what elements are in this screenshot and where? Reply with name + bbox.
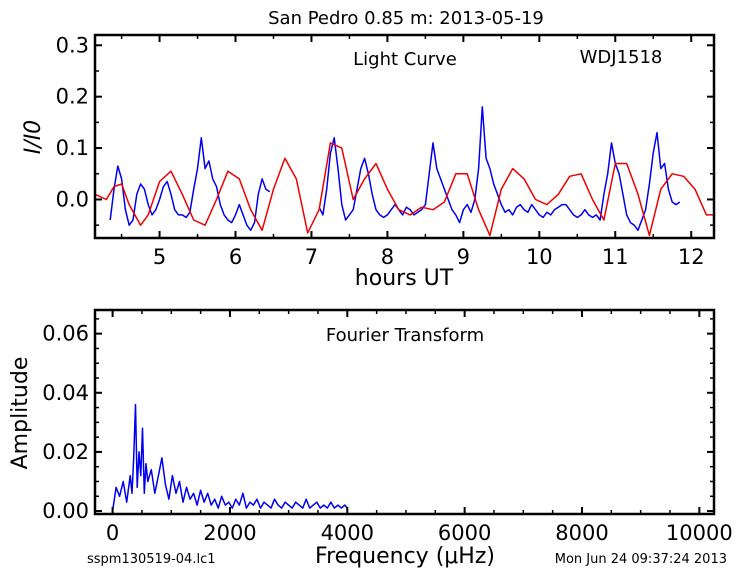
fourier-plot-area (111, 403, 348, 512)
y-tick-label: 0.02 (42, 440, 89, 464)
y-tick-label: 0.3 (56, 33, 89, 57)
fourier-y-axis-title: Amplitude (8, 357, 33, 470)
fourier-x-axis-title: Frequency (μHz) (315, 544, 495, 569)
x-tick-label: 6000 (438, 521, 491, 545)
light-curve-y-axis-title: I/I0 (21, 120, 46, 154)
x-tick-label: 7 (305, 245, 318, 269)
y-tick-label: 0.2 (56, 85, 89, 109)
fourier-annotation: Fourier Transform (326, 325, 484, 346)
y-tick-label: 0.1 (56, 136, 89, 160)
x-tick-label: 9 (457, 245, 470, 269)
light-curve-annotation: Light Curve (353, 49, 457, 70)
x-tick-label: 8000 (555, 521, 608, 545)
y-tick-label: 0.00 (42, 499, 89, 523)
x-tick-label: 10 (526, 245, 553, 269)
fourier-ticks: 0 2000 4000 6000 8000 10000 0.00 0.02 0.04 0.06 (42, 310, 733, 545)
panel1-series-2-line-1 (95, 142, 714, 237)
light-curve-frame (93, 33, 716, 240)
x-tick-label: 5 (153, 245, 166, 269)
x-tick-label: 6 (229, 245, 242, 269)
y-tick-label: 0.0 (56, 187, 89, 211)
x-tick-label: 12 (678, 245, 705, 269)
x-tick-label: 10000 (666, 521, 733, 545)
light-curve-x-axis-title: hours UT (355, 266, 454, 291)
y-tick-label: 0.06 (42, 322, 89, 346)
fourier-frame (93, 308, 716, 516)
y-tick-label: 0.04 (42, 381, 89, 405)
panel2-series-1-line-1 (111, 403, 348, 512)
fourier-panel: 0 2000 4000 6000 8000 10000 0.00 0.02 0.04 0.06 F… (8, 308, 733, 569)
x-tick-label: 11 (602, 245, 629, 269)
figure-title: San Pedro 0.85 m: 2013-05-19 (268, 8, 544, 29)
light-curve-panel: 5 6 7 8 9 10 11 12 0.0 0.1 0.2 0.3 Light Curve WDJ1… (21, 33, 716, 291)
footer-timestamp: Mon Jun 24 09:37:24 2013 (555, 552, 727, 567)
panel1-series-1-line-1 (109, 137, 271, 232)
x-tick-label: 0 (106, 521, 119, 545)
light-curve-plot-area (95, 106, 714, 237)
light-curve-ticks: 5 6 7 8 9 10 11 12 0.0 0.1 0.2 0.3 (56, 33, 714, 269)
object-label: WDJ1518 (580, 47, 663, 68)
x-tick-label: 8 (381, 245, 394, 269)
footer-filename: sspm130519-04.lc1 (87, 552, 215, 567)
x-tick-label: 4000 (321, 521, 374, 545)
panel1-series-1-line-2 (318, 106, 681, 232)
x-tick-label: 2000 (203, 521, 256, 545)
